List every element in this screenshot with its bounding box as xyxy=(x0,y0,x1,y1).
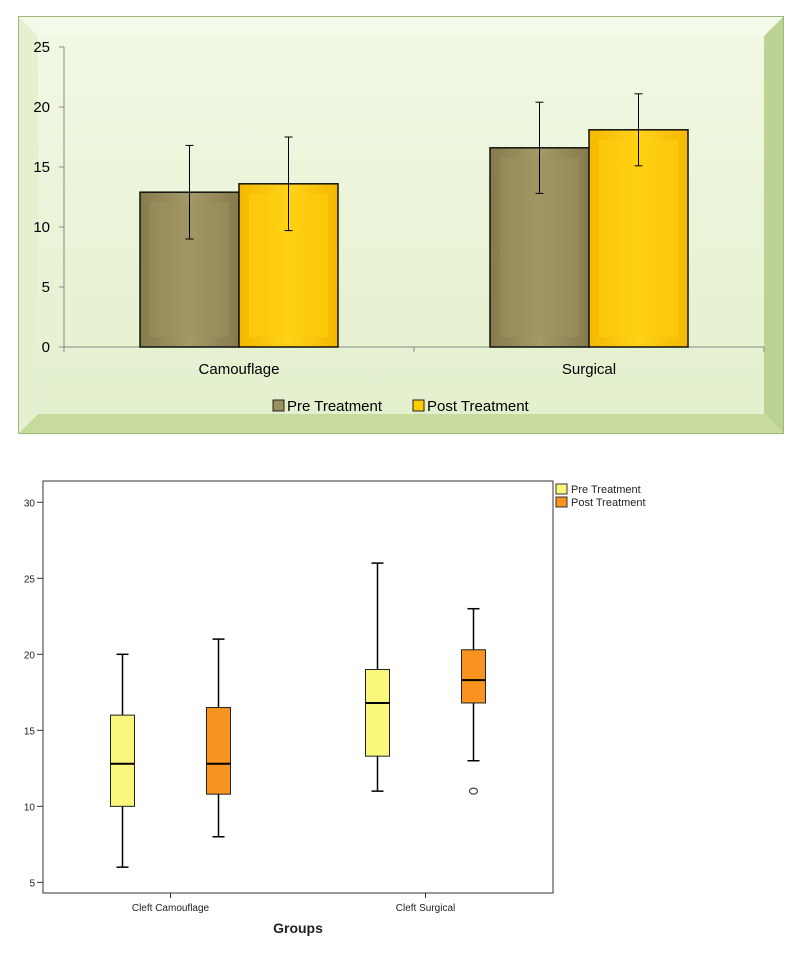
y-axis: 5 10 15 20 25 30 xyxy=(24,498,43,889)
y-tick-label: 15 xyxy=(33,159,50,176)
legend-swatch xyxy=(555,483,568,495)
y-tick-label: 15 xyxy=(24,726,36,737)
legend-label: Pre Treatment xyxy=(287,398,383,415)
x-tick-label: Surgical xyxy=(562,361,616,378)
error-bar xyxy=(535,101,544,194)
x-axis-title: Groups xyxy=(273,920,323,936)
error-bar xyxy=(634,93,643,167)
y-tick-label: 5 xyxy=(42,279,50,296)
bar-bevel xyxy=(599,139,678,337)
frame-bevel-top xyxy=(18,16,784,36)
legend-swatch xyxy=(272,399,285,412)
bar xyxy=(588,129,689,348)
legend-swatch xyxy=(555,496,568,508)
legend-swatch xyxy=(412,399,425,412)
box-iqr xyxy=(110,714,135,807)
legend-label: Post Treatment xyxy=(571,497,646,509)
outlier-point xyxy=(468,787,479,795)
frame-bevel-left xyxy=(18,16,38,434)
x-tick-label: Cleft Camouflage xyxy=(132,903,210,914)
y-tick-label: 25 xyxy=(24,574,36,585)
legend-label: Pre Treatment xyxy=(571,484,641,496)
y-tick-label: 10 xyxy=(24,802,36,813)
box xyxy=(206,638,231,838)
frame-border xyxy=(18,16,784,434)
x-axis: Cleft Camouflage Cleft Surgical xyxy=(132,893,455,914)
box xyxy=(110,653,135,868)
box xyxy=(461,607,486,795)
frame-bevel-bottom xyxy=(18,414,784,434)
y-tick-label: 25 xyxy=(33,39,50,56)
box-iqr xyxy=(461,649,486,704)
y-tick-label: 10 xyxy=(33,219,50,236)
y-tick-label: 5 xyxy=(29,878,35,889)
boxes xyxy=(110,562,486,868)
x-tick-label: Cleft Surgical xyxy=(396,903,455,914)
box xyxy=(365,562,390,792)
y-axis: 0 5 10 15 20 25 xyxy=(33,39,65,356)
box-iqr xyxy=(206,707,231,795)
legend-label: Post Treatment xyxy=(427,398,530,415)
error-bars xyxy=(185,93,643,240)
y-tick-label: 0 xyxy=(42,339,50,356)
error-bar xyxy=(284,136,293,232)
bar-chart: 0 5 10 15 20 25 Camouflage Surgical Pre Treatm… xyxy=(18,16,784,434)
legend: Pre Treatment Post Treatment xyxy=(272,398,530,415)
box-plot: 5 10 15 20 25 30 Cleft Camouflage Cleft Surgic… xyxy=(0,466,800,964)
bar-chart-svg: 0 5 10 15 20 25 Camouflage Surgical Pre Treatm… xyxy=(18,16,784,434)
frame-bevel-right xyxy=(764,16,784,434)
box-plot-svg: 5 10 15 20 25 30 Cleft Camouflage Cleft Surgic… xyxy=(24,480,646,936)
y-tick-label: 20 xyxy=(33,99,50,116)
x-tick-label: Camouflage xyxy=(199,361,280,378)
error-bar xyxy=(185,144,194,240)
y-tick-label: 20 xyxy=(24,650,36,661)
y-tick-label: 30 xyxy=(24,498,36,509)
box-iqr xyxy=(365,669,390,757)
